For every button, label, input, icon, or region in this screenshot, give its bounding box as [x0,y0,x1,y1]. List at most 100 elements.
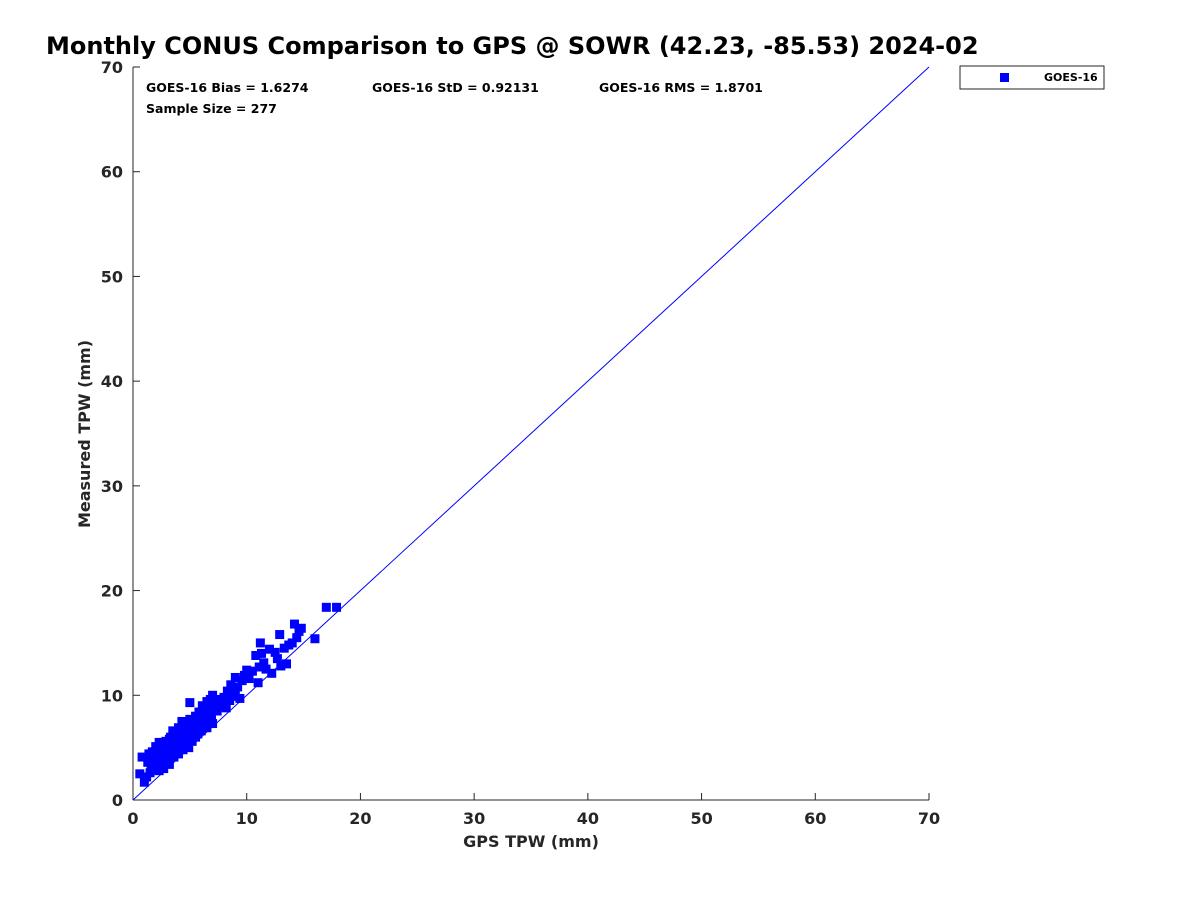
data-point [310,634,320,644]
y-tick-label: 10 [101,686,123,705]
data-point [173,749,183,759]
chart-title: Monthly CONUS Comparison to GPS @ SOWR (… [46,32,979,60]
data-point [194,707,204,717]
y-axis-label: Measured TPW (mm) [75,340,94,528]
x-tick-label: 70 [918,809,940,828]
x-tick-label: 50 [690,809,712,828]
data-point [237,676,247,686]
data-point [159,764,169,774]
data-point [206,710,216,720]
data-point [185,698,195,708]
data-point [259,658,269,668]
data-point [197,701,207,711]
legend-box [959,65,1105,90]
data-point [332,602,342,612]
data-point [199,713,209,723]
data-point [183,721,193,731]
data-point [203,715,213,725]
data-point [287,638,297,648]
y-ticks: 0 10 20 30 40 50 60 70 [101,58,140,810]
data-point [135,769,145,779]
y-tick-label: 30 [101,477,123,496]
data-point [145,768,155,778]
data-point [261,664,271,674]
x-tick-label: 0 [127,809,138,828]
data-point [255,638,265,648]
data-point [147,747,157,757]
legend-marker-goes16 [1000,73,1009,82]
rms-stat: GOES-16 RMS = 1.8701 [599,80,763,95]
x-ticks: 0 10 20 30 40 50 60 70 [127,793,940,828]
data-point [226,680,236,690]
data-point [254,662,264,672]
x-axis-label: GPS TPW (mm) [463,832,599,851]
data-point [143,757,153,767]
data-point [208,719,218,729]
y-tick-label: 40 [101,372,123,391]
data-point [202,723,212,733]
data-point [137,752,147,762]
data-point [244,674,254,684]
scatter-points [135,602,342,787]
sample-size-stat: Sample Size = 277 [146,101,277,116]
data-point [235,693,245,703]
data-point [251,650,261,660]
data-point [276,661,286,671]
data-point [219,692,229,702]
data-point [166,732,176,742]
data-point [221,703,231,713]
data-point [321,602,331,612]
data-point [242,665,252,675]
data-point [292,633,302,643]
data-point [233,682,243,692]
legend-label-goes16: GOES-16 [1044,71,1098,84]
data-point [272,654,282,664]
legend: GOES-16 [959,65,1105,90]
data-point [279,643,289,653]
data-point [275,630,285,640]
y-tick-label: 0 [112,791,123,810]
bias-stat: GOES-16 Bias = 1.6274 [146,80,309,95]
data-point [264,644,274,654]
data-point [169,752,179,762]
y-tick-label: 50 [101,267,123,286]
data-point [177,716,187,726]
data-point [247,666,257,676]
data-point [196,726,206,736]
x-tick-label: 10 [236,809,258,828]
data-point [175,733,185,743]
data-point [282,659,292,669]
data-point [270,647,280,657]
y-tick-label: 70 [101,58,123,77]
data-point [164,759,174,769]
data-point [158,753,168,763]
std-stat: GOES-16 StD = 0.92131 [372,80,539,95]
data-point [217,698,227,708]
x-tick-label: 40 [577,809,599,828]
axes [132,67,929,801]
data-point [204,704,214,714]
x-tick-label: 20 [349,809,371,828]
data-point [289,619,299,629]
x-tick-label: 30 [463,809,485,828]
data-point [139,777,149,787]
data-point [230,672,240,682]
data-point [152,751,162,761]
data-point [162,744,172,754]
data-point [296,623,306,633]
data-point [253,678,263,688]
data-point [210,700,220,710]
data-point [208,690,218,700]
reference-line [132,66,930,801]
data-point [154,766,164,776]
data-point [267,668,277,678]
data-point [256,648,266,658]
y-tick-label: 20 [101,582,123,601]
data-point [178,745,188,755]
data-point [184,743,194,753]
data-point [156,758,166,768]
data-point [222,686,232,696]
y-tick-label: 60 [101,163,123,182]
x-tick-label: 60 [804,809,826,828]
